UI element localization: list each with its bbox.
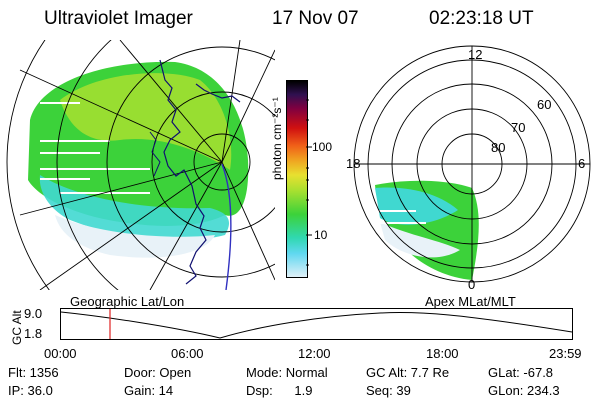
altitude-timeline-plot [60, 308, 573, 340]
ip-value: IP: 36.0 [8, 383, 53, 398]
polar-aurora-faint [380, 222, 460, 258]
coastline-island [149, 131, 161, 177]
mlat-label-80: 80 [491, 140, 506, 155]
flight-number: Flt: 1356 [8, 365, 59, 380]
date-display: 17 Nov 07 [272, 8, 359, 29]
mlt-label-6: 6 [578, 156, 586, 171]
mlt-label-0: 0 [468, 277, 476, 292]
altitude-curve [60, 311, 573, 339]
coastline-north [195, 83, 241, 103]
terminator-line [221, 163, 232, 290]
geographic-panel-label: Geographic Lat/Lon [70, 294, 185, 309]
polar-panel-label: Apex MLat/MLT [425, 294, 516, 309]
door-status: Door: Open [124, 365, 192, 380]
intensity-colorbar [286, 80, 308, 278]
colorbar-unit-text: photon cm⁻²s⁻¹ [270, 97, 284, 180]
polar-grid [353, 45, 591, 283]
lat-lon-grid [6, 40, 275, 290]
geographic-latitude: GLat: -67.8 [488, 365, 554, 380]
colorbar-tick-100: 100 [312, 140, 333, 154]
timeline-ytick-bottom: 1.8 [24, 326, 43, 341]
timeline-xtick-0000: 00:00 [44, 346, 77, 361]
mlat-label-60: 60 [537, 97, 552, 112]
aurora-faint-region [55, 215, 215, 258]
app-title: Ultraviolet Imager [44, 8, 193, 29]
timeline-xtick-2359: 23:59 [549, 346, 582, 361]
timeline-frame [60, 308, 573, 340]
timeline-ylabel-text: GC Alt [10, 310, 24, 345]
timeline-xtick-1800: 18:00 [426, 346, 459, 361]
mode-status: Mode: Normal [246, 365, 328, 380]
time-display: 02:23:18 UT [429, 8, 534, 29]
gc-altitude: GC Alt: 7.7 Re [366, 365, 450, 380]
mlt-label-12: 12 [468, 47, 483, 62]
polar-aurora-cyan [375, 187, 458, 225]
magnetic-polar-panel [353, 45, 591, 283]
timeline-ytick-top: 9.0 [24, 306, 43, 321]
timeline-ylabel: GC Alt [10, 310, 24, 345]
geographic-longitude: GLon: 234.3 [488, 383, 560, 398]
timeline-xtick-0600: 06:00 [171, 346, 204, 361]
timeline-xtick-1200: 12:00 [298, 346, 331, 361]
mlt-label-18: 18 [346, 156, 361, 171]
mlat-label-70: 70 [511, 120, 526, 135]
polar-scan-stripes [376, 210, 426, 224]
dsp-value: Dsp: 1.9 [246, 383, 313, 398]
sequence-number: Seq: 39 [366, 383, 411, 398]
colorbar-ticks [306, 99, 312, 266]
aurora-cyan-region [39, 175, 230, 240]
gain-value: Gain: 14 [124, 383, 174, 398]
colorbar-tick-10: 10 [314, 228, 328, 242]
colorbar-unit-label: photon cm⁻²s⁻¹ [270, 97, 284, 180]
aurora-yellowgreen-region [60, 73, 232, 170]
geographic-map-panel [6, 40, 275, 290]
coastline-west [159, 59, 207, 285]
